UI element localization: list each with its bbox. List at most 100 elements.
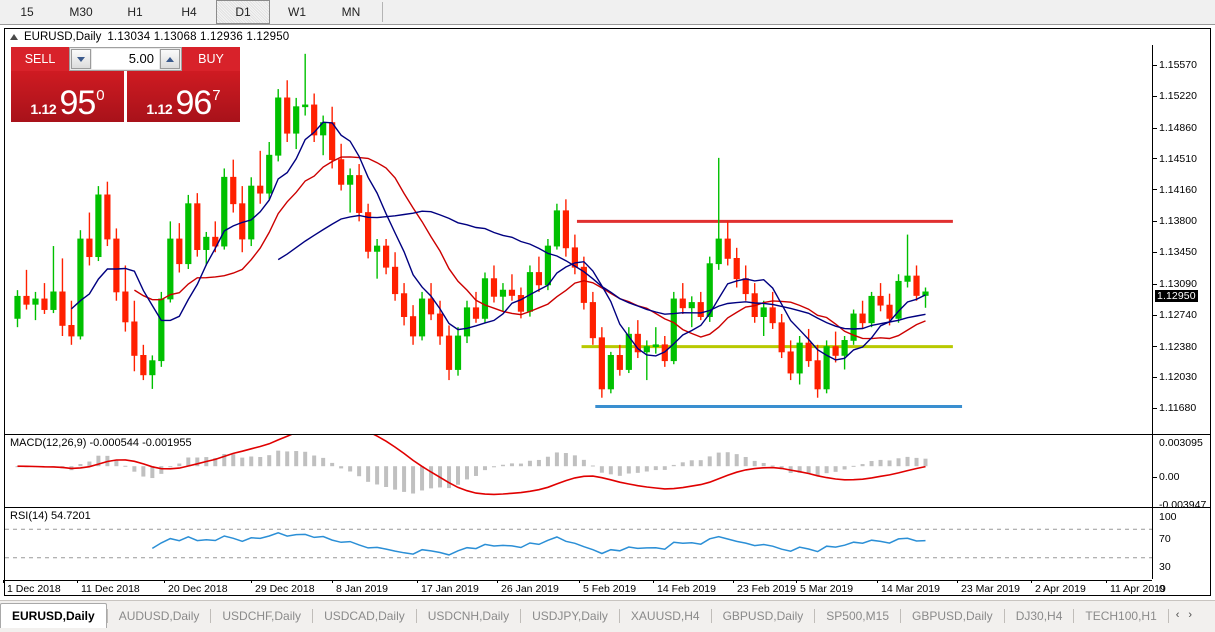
symbol-tab-eurusd-daily[interactable]: EURUSD,Daily (0, 603, 107, 628)
macd-histogram-bar (572, 455, 577, 467)
time-axis-tick (1106, 580, 1107, 583)
symbol-tab-gbpusd-daily[interactable]: GBPUSD,Daily (722, 609, 804, 623)
time-axis-label: 5 Feb 2019 (583, 583, 637, 595)
macd-pane[interactable]: MACD(12,26,9) -0.000544 -0.001955 (5, 434, 1152, 506)
buy-button[interactable]: BUY (182, 47, 240, 71)
candle-body (311, 104, 318, 136)
chevron-down-icon (77, 56, 85, 62)
time-axis-tick (3, 580, 4, 583)
time-axis-tick (332, 580, 333, 583)
candle-body (41, 298, 48, 310)
timeframe-button-h1[interactable]: H1 (127, 5, 143, 19)
timeframe-button-d1[interactable]: D1 (216, 0, 270, 24)
candle-body (841, 340, 848, 356)
timeframe-button-h4[interactable]: H4 (181, 5, 197, 19)
macd-histogram-bar (680, 462, 685, 467)
time-axis-label: 8 Jan 2019 (336, 583, 388, 595)
macd-histogram-bar (617, 466, 622, 476)
rsi-pane[interactable]: RSI(14) 54.7201 (5, 507, 1152, 579)
buy-price-quote[interactable]: 1.12 96 7 (127, 71, 240, 122)
candle-body (778, 322, 785, 353)
macd-histogram-bar (869, 461, 874, 467)
symbol-tab-xauusd-h4[interactable]: XAUUSD,H4 (630, 609, 700, 623)
scroll-left-icon[interactable]: ‹ (1175, 609, 1180, 621)
volume-input[interactable]: 5.00 (92, 49, 159, 69)
price-tick: 1.12740 (1153, 309, 1197, 321)
macd-histogram-bar (348, 466, 353, 472)
tab-divider (210, 609, 212, 623)
macd-histogram-bar (393, 466, 398, 490)
scroll-right-icon[interactable]: › (1188, 609, 1193, 621)
candle-body (176, 238, 183, 265)
candlestick-chart (14, 53, 963, 409)
timeframe-button-w1[interactable]: W1 (288, 5, 306, 19)
sell-price-quote[interactable]: 1.12 95 0 (11, 71, 124, 122)
price-scale[interactable]: 1.15570 1.15220 1.14860 1.14510 1.14160 1.138… (1152, 45, 1211, 595)
candle-body (454, 335, 462, 370)
time-axis-tick (77, 580, 78, 583)
macd-histogram-bar (590, 465, 595, 467)
macd-histogram-bar (402, 466, 407, 492)
symbol-tab-audusd-daily[interactable]: AUDUSD,Daily (118, 609, 200, 623)
candle-body (706, 263, 713, 317)
candle-body (769, 307, 776, 324)
symbol-tab-usdcnh-daily[interactable]: USDCNH,Daily (427, 609, 510, 623)
timeframe-button-m30[interactable]: M30 (69, 5, 93, 19)
symbol-tab-gbpusd-daily[interactable]: GBPUSD,Daily (912, 609, 993, 623)
triangle-up-icon[interactable] (10, 34, 18, 40)
time-axis-tick (957, 580, 958, 583)
time-axis-label: 20 Dec 2018 (168, 583, 228, 595)
candle-body (122, 291, 129, 323)
price-pane[interactable] (5, 45, 1152, 433)
tab-divider (106, 609, 108, 623)
volume-increment-button[interactable] (160, 49, 180, 69)
candle-body (733, 257, 740, 280)
price-tick: 1.14160 (1153, 184, 1197, 196)
candle-body (427, 298, 435, 315)
macd-histogram-bar (842, 466, 847, 470)
macd-histogram-bar (752, 460, 757, 467)
candle-body (796, 342, 803, 374)
candle-body (86, 238, 93, 258)
candle-body (715, 238, 722, 265)
macd-histogram-bar (330, 462, 335, 467)
symbol-tab-usdchf-daily[interactable]: USDCHF,Daily (222, 609, 302, 623)
macd-histogram-bar (420, 466, 425, 491)
candle-body (418, 298, 426, 337)
macd-histogram-bar (581, 459, 586, 467)
time-axis-tick (251, 580, 252, 583)
macd-histogram-bar (734, 454, 739, 467)
tab-divider (1167, 609, 1169, 623)
tab-divider (1003, 609, 1005, 623)
candle-body (895, 280, 902, 319)
buy-price-prefix: 1.12 (146, 101, 173, 117)
symbol-tab-usdjpy-daily[interactable]: USDJPY,Daily (532, 609, 608, 623)
symbol-tab-sp500-m15[interactable]: SP500,M15 (826, 609, 889, 623)
candle-body (329, 122, 336, 161)
symbol-tab-tech100-h1[interactable]: TECH100,H1 (1085, 609, 1157, 623)
macd-histogram-bar (213, 457, 218, 467)
candle-body (490, 278, 498, 297)
volume-decrement-button[interactable] (71, 49, 91, 69)
symbol-tab-dj30-h4[interactable]: DJ30,H4 (1015, 609, 1063, 623)
symbol-tab-bar: EURUSD,Daily AUDUSD,Daily USDCHF,Daily USDC… (0, 600, 1215, 632)
timeframe-button-mn[interactable]: MN (341, 5, 361, 19)
symbol-tab-usdcad-daily[interactable]: USDCAD,Daily (324, 609, 405, 623)
candle-body (400, 293, 408, 318)
chart-symbol-label: EURUSD,Daily (24, 31, 102, 43)
price-tick: 1.12030 (1153, 371, 1197, 384)
candle-body (760, 307, 767, 318)
tab-divider (900, 609, 901, 623)
sell-button[interactable]: SELL (11, 47, 69, 71)
toolbar-empty-area (387, 0, 1215, 24)
volume-input-group[interactable]: 5.00 (69, 47, 182, 71)
time-axis-label: 14 Feb 2019 (657, 583, 716, 595)
timeframe-button-m15[interactable]: 15 (20, 5, 34, 19)
macd-histogram-bar (563, 453, 568, 467)
candle-body (571, 247, 578, 268)
rsi-tick: 70 (1159, 533, 1171, 546)
candle-body (436, 313, 444, 337)
candle-body (382, 245, 390, 268)
candle-body (257, 185, 264, 194)
time-axis-label: 11 Apr 2019 (1110, 583, 1166, 595)
